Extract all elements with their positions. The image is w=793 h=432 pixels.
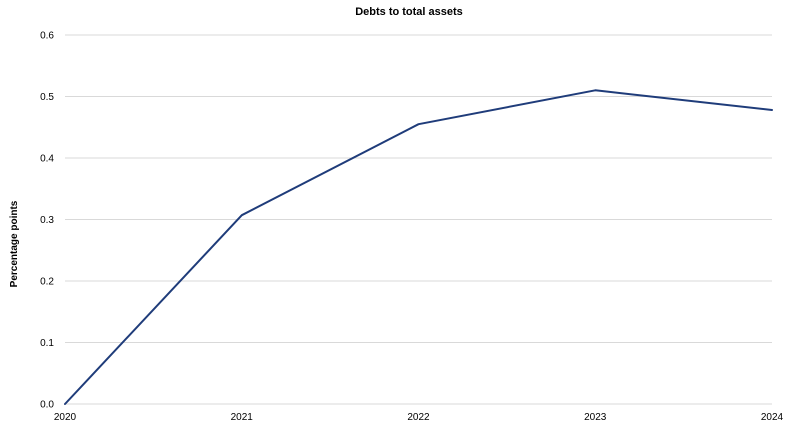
chart-title: Debts to total assets [355,6,463,18]
x-tick-label: 2024 [761,412,784,423]
y-tick-label: 0.2 [40,277,54,288]
y-axis-ticks: 0.0 0.1 0.2 0.3 0.4 0.5 0.6 [40,31,54,411]
x-tick-label: 2022 [407,412,430,423]
y-tick-label: 0.5 [40,92,54,103]
y-tick-label: 0.4 [40,154,54,165]
x-axis-ticks: 2020 2021 2022 2023 2024 [54,412,784,423]
series-line [64,89,773,405]
y-tick-label: 0.1 [40,338,54,349]
y-axis-title: Percentage points [9,200,20,287]
x-tick-label: 2023 [584,412,607,423]
y-tick-label: 0.0 [40,400,54,411]
y-tick-label: 0.6 [40,31,54,42]
x-tick-label: 2020 [54,412,77,423]
y-tick-label: 0.3 [40,215,54,226]
x-tick-label: 2021 [231,412,254,423]
gridlines [65,34,772,405]
series-group [64,89,773,405]
